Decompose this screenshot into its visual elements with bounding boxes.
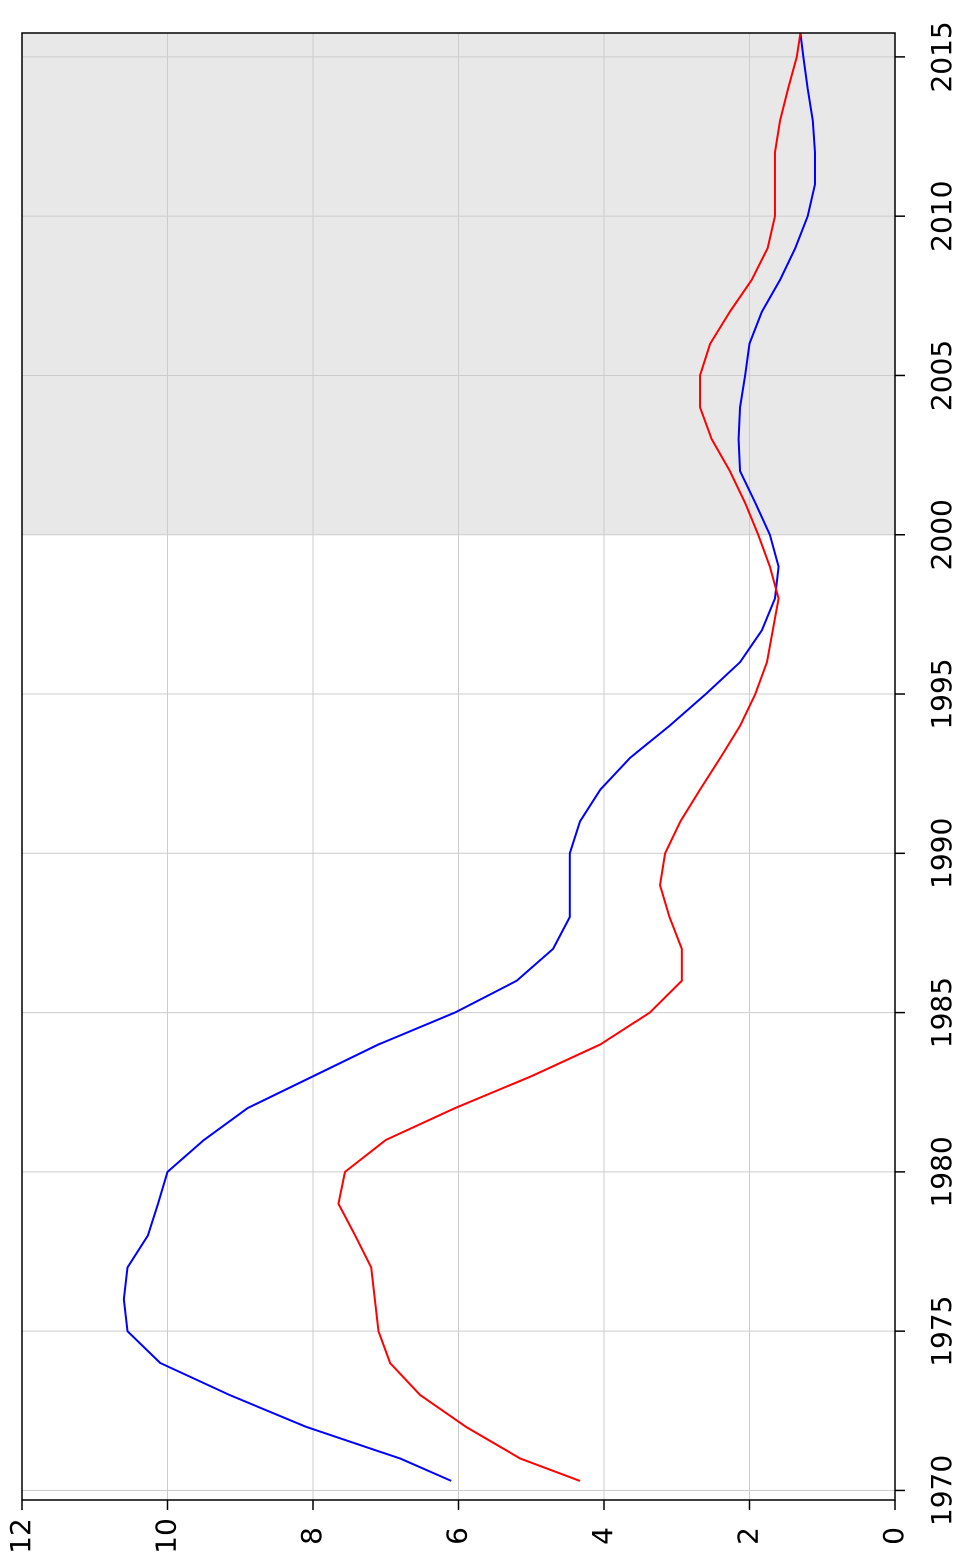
year-tick-label: 2005	[925, 340, 958, 411]
value-tick-label: 2	[732, 1527, 765, 1545]
year-tick-label: 1985	[925, 977, 958, 1048]
value-tick-label: 6	[441, 1527, 474, 1545]
value-tick-label: 10	[150, 1518, 183, 1554]
year-tick-label: 2010	[925, 181, 958, 252]
year-tick-label: 2015	[925, 21, 958, 92]
year-tick-label: 1990	[925, 818, 958, 889]
year-tick-label: 1970	[925, 1455, 958, 1526]
year-tick-label: 1995	[925, 658, 958, 729]
value-tick-label: 0	[877, 1527, 910, 1545]
value-tick-label: 4	[586, 1527, 619, 1545]
year-tick-label: 1975	[925, 1296, 958, 1367]
year-tick-label: 1980	[925, 1136, 958, 1207]
year-tick-label: 2000	[925, 499, 958, 570]
value-tick-label: 8	[295, 1527, 328, 1545]
plot-frame	[21, 32, 896, 1501]
value-tick-label: 12	[4, 1518, 37, 1554]
series-line	[122, 32, 816, 1482]
series-line	[337, 32, 802, 1482]
